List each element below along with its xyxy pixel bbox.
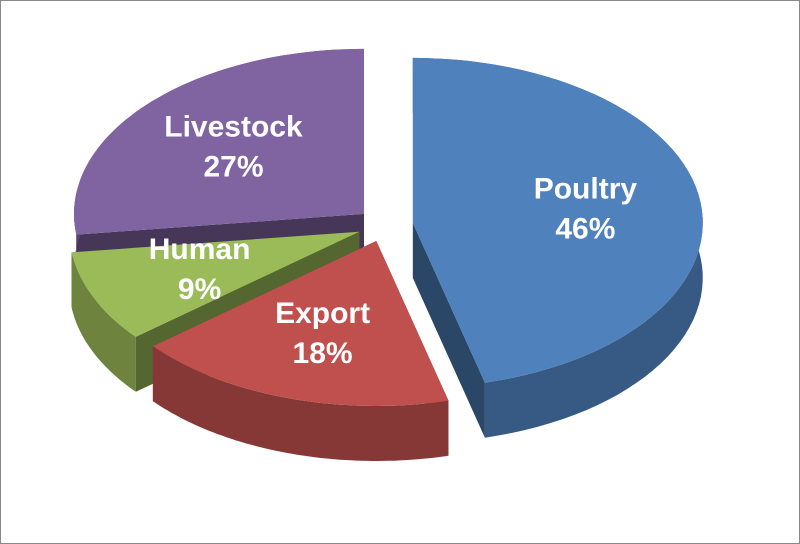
slice-radial-side	[412, 222, 485, 438]
pie-slice	[152, 241, 449, 406]
pie-slice	[412, 57, 703, 383]
data-labels: Poultry 46% Export 18% Human 9% Livestock 27%	[149, 110, 638, 370]
value-label: 18%	[293, 337, 353, 370]
category-label: Human	[149, 233, 251, 266]
category-label: Livestock	[164, 110, 303, 143]
pie-slice	[74, 48, 364, 235]
value-label: 46%	[555, 212, 615, 245]
value-label: 9%	[178, 273, 221, 306]
pie-slice	[71, 231, 360, 337]
slice-outer-side	[71, 252, 136, 392]
slice-tops	[71, 48, 703, 406]
category-label: Poultry	[534, 172, 638, 205]
value-label: 27%	[203, 150, 263, 183]
slice-outer-side	[152, 346, 449, 461]
category-label: Export	[275, 297, 370, 330]
